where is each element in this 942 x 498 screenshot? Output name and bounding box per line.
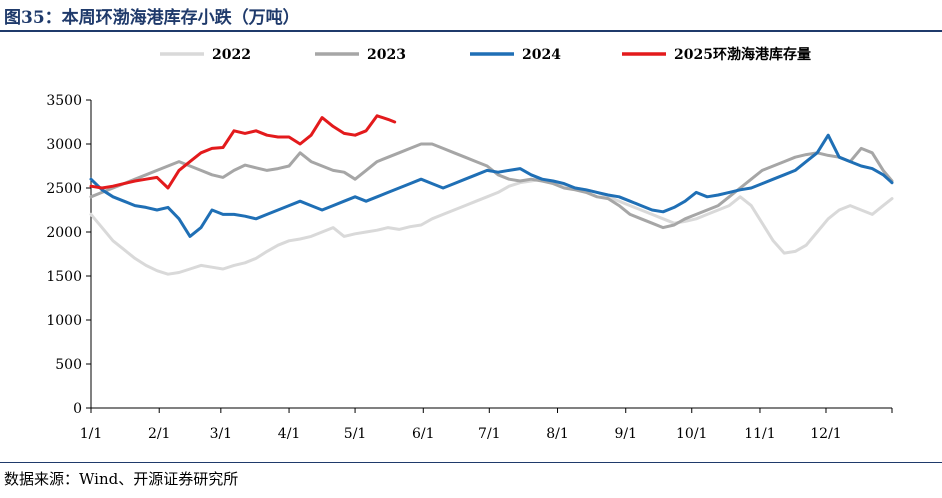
y-tick-label: 0 — [73, 401, 82, 417]
y-tick-label: 3000 — [46, 137, 82, 153]
source-note: 数据来源：Wind、开源证券研究所 — [4, 470, 239, 488]
title-rule — [0, 30, 942, 32]
x-tick-label: 11/1 — [744, 426, 775, 442]
y-tick-label: 500 — [55, 357, 82, 373]
legend-label: 2024 — [522, 47, 561, 63]
x-tick-label: 9/1 — [614, 426, 637, 442]
x-tick-label: 8/1 — [546, 426, 569, 442]
x-tick-label: 5/1 — [344, 426, 367, 442]
x-axis: 1/1 2/1 3/1 4/1 5/1 6/1 7/1 8/1 9/1 10/1 11/1 12/1 — [80, 407, 893, 442]
x-tick-label: 10/1 — [676, 426, 707, 442]
y-tick-label: 1500 — [46, 269, 82, 285]
line-chart: 2022 2023 2024 2025环渤海港库存量 0 500 1000 1500 2000… — [46, 46, 894, 442]
x-tick-label: 1/1 — [80, 426, 103, 442]
x-tick-label: 12/1 — [810, 426, 841, 442]
series-line-2025-3 — [89, 114, 397, 190]
x-tick-label: 6/1 — [412, 426, 435, 442]
y-axis: 0 500 1000 1500 2000 2500 3000 3500 — [46, 93, 92, 417]
figure-title: 图35：本周环渤海港库存小跌（万吨） — [4, 8, 300, 28]
legend-label: 2025环渤海港库存量 — [674, 46, 811, 63]
x-tick-label: 7/1 — [478, 426, 501, 442]
series-line-2022-0 — [89, 177, 894, 276]
y-tick-label: 2500 — [46, 181, 82, 197]
legend: 2022 2023 2024 2025环渤海港库存量 — [160, 46, 811, 63]
series-group — [89, 114, 894, 276]
y-tick-label: 1000 — [46, 313, 82, 329]
legend-label: 2023 — [367, 47, 406, 63]
series-line-2024-2 — [89, 133, 894, 238]
x-tick-label: 4/1 — [278, 426, 301, 442]
y-tick-label: 3500 — [46, 93, 82, 109]
x-tick-label: 2/1 — [148, 426, 171, 442]
x-tick-label: 3/1 — [210, 426, 233, 442]
legend-label: 2022 — [212, 47, 251, 63]
source-rule — [0, 462, 942, 463]
series-line-2023-1 — [89, 142, 894, 230]
y-tick-label: 2000 — [46, 225, 82, 241]
